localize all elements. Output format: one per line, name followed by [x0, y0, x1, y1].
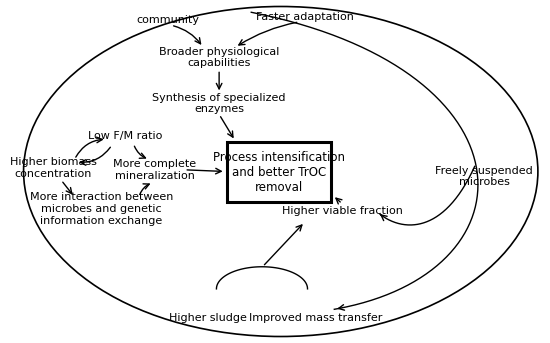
Text: Higher viable fraction: Higher viable fraction — [282, 205, 403, 216]
Text: Low F/M ratio: Low F/M ratio — [88, 131, 163, 141]
Text: Broader physiological
capabilities: Broader physiological capabilities — [159, 47, 279, 68]
Text: Freely suspended
microbes: Freely suspended microbes — [436, 166, 533, 187]
Text: Synthesis of specialized
enzymes: Synthesis of specialized enzymes — [152, 93, 286, 114]
Text: Higher biomass
concentration: Higher biomass concentration — [9, 157, 96, 179]
Text: Process intensification
and better TrOC
removal: Process intensification and better TrOC … — [213, 151, 345, 194]
Text: community: community — [137, 15, 200, 25]
Text: More complete
mineralization: More complete mineralization — [113, 159, 196, 181]
Text: More interaction between
microbes and genetic
information exchange: More interaction between microbes and ge… — [30, 192, 173, 226]
Text: Improved mass transfer: Improved mass transfer — [249, 313, 382, 323]
Text: Faster adaptation: Faster adaptation — [256, 12, 354, 22]
Text: Higher sludge: Higher sludge — [169, 313, 248, 323]
